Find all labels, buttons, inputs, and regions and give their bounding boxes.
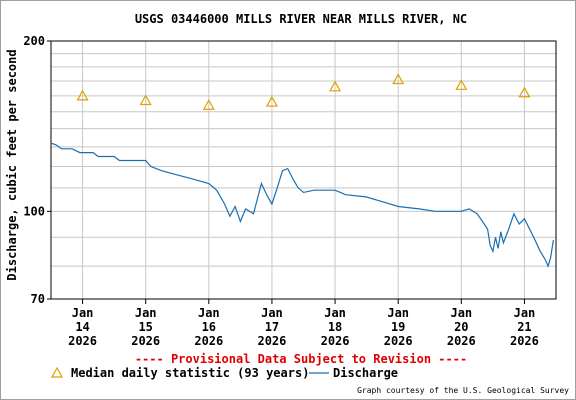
plot-area-border [50, 40, 557, 300]
median-marker [392, 73, 405, 85]
legend-label-discharge: Discharge [333, 366, 398, 380]
discharge-line [50, 142, 554, 268]
x-tick-year: 2026 [510, 334, 539, 348]
legend: Median daily statistic (93 years) Dischar… [50, 366, 398, 380]
x-tick-month: Jan [135, 306, 157, 320]
x-tick-year: 2026 [131, 334, 160, 348]
legend-triangle-icon [50, 366, 64, 378]
provisional-notice: ---- Provisional Data Subject to Revisio… [135, 352, 467, 366]
x-tick-month: Jan [387, 306, 409, 320]
median-marker [518, 86, 531, 98]
discharge-series [50, 142, 554, 268]
x-tick-day: 19 [391, 320, 405, 334]
x-tick-year: 2026 [447, 334, 476, 348]
x-tick-year: 2026 [68, 334, 97, 348]
x-tick-day: 14 [75, 320, 89, 334]
median-marker [139, 94, 152, 106]
x-tick-day: 17 [265, 320, 279, 334]
x-tick-year: 2026 [194, 334, 223, 348]
x-tick-year: 2026 [384, 334, 413, 348]
median-series [76, 73, 531, 110]
grid-lines [51, 40, 556, 300]
credit-text: Graph courtesy of the U.S. Geological Su… [357, 386, 569, 395]
x-tick-month: Jan [198, 306, 220, 320]
median-marker [76, 89, 89, 101]
y-tick-label: 70 [31, 292, 45, 306]
x-tick-day: 21 [517, 320, 531, 334]
x-tick-day: 18 [328, 320, 342, 334]
median-marker [265, 95, 278, 107]
x-tick-day: 20 [454, 320, 468, 334]
x-tick-month: Jan [261, 306, 283, 320]
x-tick-year: 2026 [321, 334, 350, 348]
x-tick-year: 2026 [257, 334, 286, 348]
x-axis-ticks: Jan142026Jan152026Jan162026Jan172026Jan1… [68, 299, 539, 348]
legend-label-median: Median daily statistic (93 years) [71, 366, 309, 380]
y-axis-label: Discharge, cubic feet per second [5, 49, 19, 280]
x-tick-day: 15 [138, 320, 152, 334]
x-tick-month: Jan [324, 306, 346, 320]
x-tick-day: 16 [202, 320, 216, 334]
x-tick-month: Jan [514, 306, 536, 320]
y-tick-label: 100 [23, 204, 45, 218]
y-axis-ticks: 200 100 70 [23, 34, 51, 306]
chart-title: USGS 03446000 MILLS RIVER NEAR MILLS RIV… [135, 12, 467, 26]
x-tick-month: Jan [450, 306, 472, 320]
y-tick-label: 200 [23, 34, 45, 48]
median-marker [329, 80, 342, 92]
x-tick-month: Jan [72, 306, 94, 320]
median-marker [455, 79, 468, 90]
median-marker [202, 98, 215, 110]
